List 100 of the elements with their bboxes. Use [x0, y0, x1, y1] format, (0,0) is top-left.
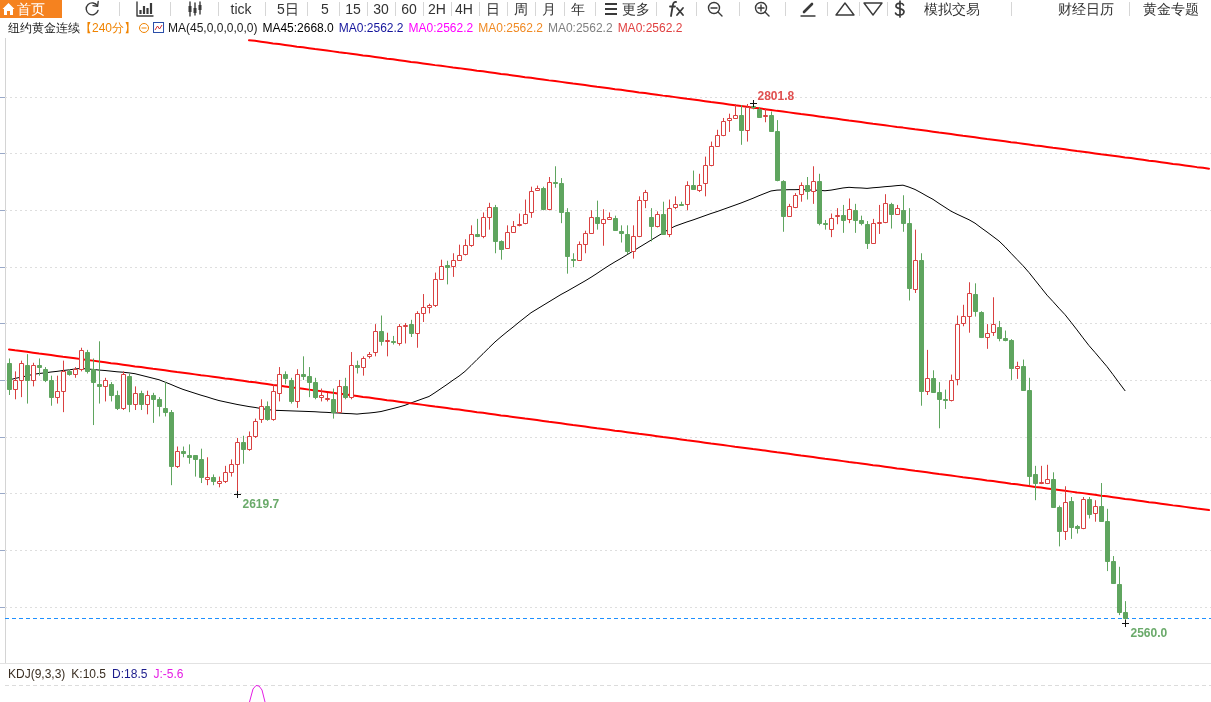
candlestick — [37, 357, 42, 377]
candlestick — [667, 199, 672, 238]
candlestick — [133, 385, 138, 411]
chart-title: 纽约黄金连续 — [8, 21, 80, 35]
candlestick — [835, 207, 840, 225]
candlestick — [1087, 496, 1092, 519]
candlestick — [697, 173, 702, 193]
candlestick — [121, 370, 126, 411]
candlestick — [985, 323, 990, 350]
legend-label: MA0:2562.2 — [338, 21, 404, 35]
annotation: 2801.8 — [757, 88, 795, 103]
candlestick — [619, 224, 624, 244]
candlestick — [913, 229, 918, 294]
candlestick — [829, 213, 834, 238]
candlestick — [547, 176, 552, 211]
chart-subtitle: 【240分】 — [80, 21, 137, 35]
candlestick — [649, 207, 654, 242]
candlestick — [745, 103, 750, 143]
text: 60 — [401, 1, 417, 17]
candlestick — [979, 310, 984, 339]
candlestick — [289, 377, 294, 405]
candlestick — [181, 446, 186, 458]
candlestick — [685, 180, 690, 211]
candlestick — [679, 201, 684, 207]
candlestick — [691, 170, 696, 191]
candlestick — [325, 392, 330, 402]
candlestick — [541, 186, 546, 211]
text: 模拟交易 — [924, 1, 980, 17]
candlestick — [373, 323, 378, 357]
text: 5 — [321, 1, 330, 17]
candlestick — [625, 224, 630, 255]
candlestick — [355, 360, 360, 375]
candlestick — [739, 104, 744, 146]
candlestick — [895, 204, 900, 216]
candlestick — [445, 260, 450, 285]
legend-title: MA(45,0,0,0,0,0) — [168, 21, 258, 35]
candlestick — [529, 186, 534, 219]
text: 4H — [455, 1, 473, 17]
candlestick — [379, 315, 384, 347]
candlestick — [343, 377, 348, 400]
candlestick — [349, 351, 354, 400]
candlestick — [361, 355, 366, 377]
text: 首页 — [17, 1, 45, 17]
candlestick — [847, 197, 852, 224]
text: 5日 — [277, 1, 299, 17]
candlestick — [661, 201, 666, 236]
candlestick — [1081, 496, 1086, 530]
legend-label: MA0:2562.2 — [408, 21, 474, 35]
annotation: 2619.7 — [242, 496, 280, 511]
text: KDJ(9,3,3) — [8, 667, 66, 681]
candlestick — [475, 218, 480, 238]
candlestick — [889, 202, 894, 230]
candlestick — [295, 368, 300, 409]
candlestick — [1015, 361, 1020, 380]
candlestick — [673, 195, 678, 210]
candlestick — [331, 388, 336, 420]
candlestick — [385, 332, 390, 357]
text: 15 — [345, 1, 361, 17]
candlestick — [337, 379, 342, 413]
text: tick — [230, 1, 253, 17]
candlestick — [127, 373, 132, 413]
candlestick — [409, 319, 414, 338]
candlestick — [655, 210, 660, 228]
candlestick — [991, 296, 996, 337]
candlestick — [7, 357, 12, 396]
candlestick — [781, 179, 786, 233]
text: 财经日历 — [1058, 1, 1114, 17]
text: J:-5.6 — [153, 667, 184, 681]
text: 周 — [514, 1, 528, 17]
text: 年 — [571, 1, 585, 17]
candlestick — [571, 252, 576, 268]
candlestick — [175, 446, 180, 469]
annotation: 2560.0 — [1130, 625, 1168, 640]
candlestick — [919, 252, 924, 407]
candlestick — [757, 106, 762, 119]
candlestick — [97, 340, 102, 405]
text: D:18.5 — [112, 667, 148, 681]
legend-label: MA0:2562.2 — [617, 21, 683, 35]
candlestick — [145, 390, 150, 415]
candlestick — [283, 370, 288, 385]
candlestick — [1063, 485, 1068, 541]
candlestick — [523, 199, 528, 225]
text: 黄金专题 — [1143, 1, 1199, 17]
candlestick — [1093, 499, 1098, 523]
candlestick — [925, 349, 930, 396]
candlestick — [211, 473, 216, 486]
candlestick — [841, 204, 846, 234]
text: K:10.5 — [71, 667, 107, 681]
candlestick — [205, 456, 210, 486]
candlestick — [805, 176, 810, 201]
candlestick — [103, 377, 108, 402]
legend-label: MA0:2562.2 — [547, 21, 613, 35]
candlestick — [517, 213, 522, 227]
candlestick — [31, 362, 36, 387]
candlestick — [865, 220, 870, 250]
candlestick — [25, 353, 30, 405]
candlestick — [367, 351, 372, 359]
text: 月 — [542, 1, 556, 17]
legend-label: MA0:2562.2 — [478, 21, 544, 35]
candlestick — [391, 335, 396, 346]
